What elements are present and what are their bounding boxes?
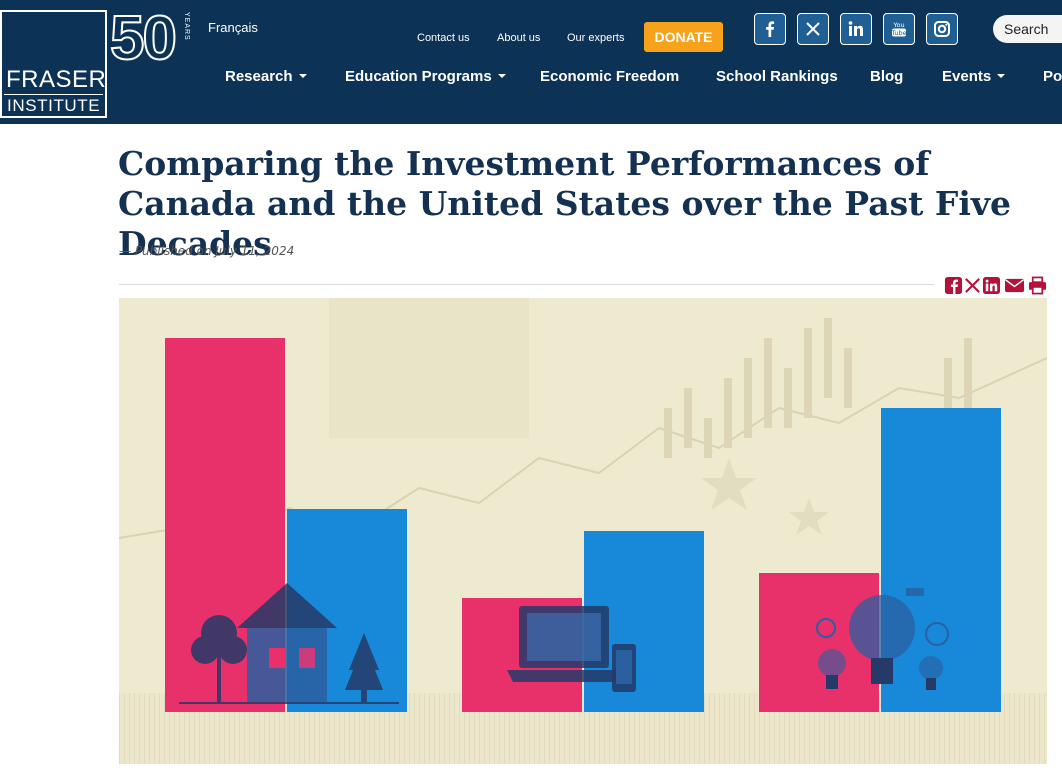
logo-divider [4, 94, 103, 95]
lightbulb-icon [816, 588, 949, 690]
nav-school-rankings[interactable]: School Rankings [716, 68, 838, 85]
logo-text-fraser: FRASER [6, 66, 107, 93]
site-header: FRASER INSTITUTE 50 YEARS Français Conta… [0, 0, 1062, 124]
language-link[interactable]: Français [208, 20, 258, 35]
chevron-down-icon [298, 74, 307, 79]
background-stars [701, 458, 829, 535]
facebook-icon[interactable] [944, 276, 963, 295]
divider [119, 284, 934, 285]
search-label: Search [1004, 21, 1049, 37]
nav-economic-freedom[interactable]: Economic Freedom [540, 68, 680, 85]
hero-illustration [119, 298, 1047, 764]
nav-education-label: Education Programs [345, 68, 492, 85]
chevron-down-icon [497, 74, 506, 79]
anniversary-label: YEARS [183, 12, 190, 41]
hero-image [119, 298, 1047, 764]
nav-podcasts[interactable]: Podcasts [1043, 68, 1062, 85]
chevron-down-icon [997, 74, 1006, 79]
background-panel [329, 298, 529, 438]
our-experts-link[interactable]: Our experts [567, 32, 625, 44]
about-us-link[interactable]: About us [497, 32, 541, 44]
nav-research[interactable]: Research [225, 68, 307, 85]
article-title: Comparing the Investment Performances of… [118, 144, 1012, 263]
instagram-icon[interactable] [926, 13, 958, 45]
background-candles [664, 318, 972, 458]
linkedin-icon[interactable] [840, 13, 872, 45]
donate-button[interactable]: DONATE [644, 22, 723, 52]
laptop-icon [507, 606, 621, 682]
published-date: — Published on July 11, 2024 [119, 244, 295, 258]
anniversary-number: 50 [109, 4, 178, 73]
logo-text-institute: INSTITUTE [7, 96, 101, 115]
nav-research-label: Research [225, 68, 293, 85]
nav-blog[interactable]: Blog [870, 68, 904, 85]
hero-bar-blue-3 [881, 408, 1001, 712]
email-icon[interactable] [1004, 276, 1025, 295]
svg-text:Tube: Tube [890, 29, 906, 37]
fraser-institute-logo[interactable]: FRASER INSTITUTE [0, 10, 107, 118]
nav-events[interactable]: Events [942, 68, 1006, 85]
linkedin-icon[interactable] [982, 276, 1001, 295]
nav-events-label: Events [942, 68, 992, 85]
x-icon[interactable] [963, 276, 982, 295]
x-icon[interactable] [797, 13, 829, 45]
smartphone-icon [612, 644, 636, 692]
contact-us-link[interactable]: Contact us [417, 32, 470, 44]
youtube-icon[interactable]: You Tube [883, 13, 915, 45]
svg-text:You: You [892, 21, 904, 29]
print-icon[interactable] [1028, 276, 1047, 295]
search-input[interactable]: Search [993, 15, 1062, 43]
nav-education-programs[interactable]: Education Programs [345, 68, 506, 85]
facebook-icon[interactable] [754, 13, 786, 45]
house-icon [179, 583, 399, 704]
